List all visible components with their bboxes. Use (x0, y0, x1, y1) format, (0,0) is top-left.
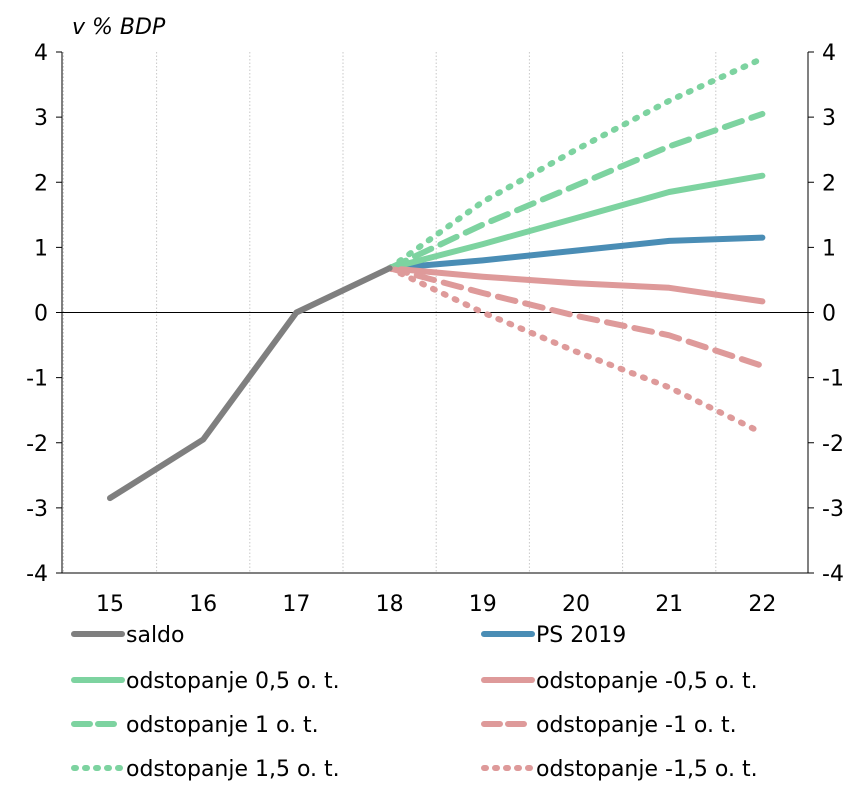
y-tick-label-right-6: -2 (822, 432, 844, 457)
series-line-3 (386, 265, 766, 305)
legend: saldo PS 2019 odstopanje 0,5 o. t. odstopan… (71, 623, 758, 782)
x-tick-label-4: 19 (469, 592, 497, 617)
y-tick-label-right-3: 1 (822, 236, 836, 261)
y-tick-label-left-7: -3 (26, 497, 48, 522)
series-line-7 (386, 265, 766, 436)
series-line-6 (386, 55, 766, 272)
y-tick-label-left-0: 4 (34, 41, 48, 66)
x-tick-label-6: 21 (655, 592, 683, 617)
x-tick-label-3: 18 (376, 592, 404, 617)
x-tick-label-1: 16 (189, 592, 217, 617)
axes (56, 51, 814, 574)
x-tick-label-5: 20 (562, 592, 590, 617)
series-line-1 (386, 234, 766, 272)
series-line-0 (107, 265, 393, 502)
series-line-5 (386, 265, 766, 369)
y-tick-label-left-3: 1 (34, 236, 48, 261)
y-tick-label-right-2: 2 (822, 171, 836, 196)
y-tick-label-right-5: -1 (822, 367, 844, 392)
y-tick-label-right-1: 3 (822, 106, 836, 131)
series-line-2 (386, 172, 766, 272)
y-tick-label-left-8: -4 (26, 562, 48, 587)
x-tick-label-0: 15 (96, 592, 124, 617)
y-tick-label-left-6: -2 (26, 432, 48, 457)
unit-label: v % BDP (72, 15, 166, 40)
y-tick-label-right-7: -3 (822, 497, 844, 522)
series-line-4 (386, 110, 766, 272)
legend-label-2: odstopanje 0,5 o. t. (126, 669, 340, 694)
series-lines (107, 55, 766, 502)
legend-label-6: odstopanje 1,5 o. t. (126, 757, 340, 782)
legend-label-4: odstopanje 1 o. t. (126, 713, 319, 738)
legend-label-5: odstopanje -1 o. t. (536, 713, 737, 738)
y-tick-label-left-1: 3 (34, 106, 48, 131)
x-tick-label-2: 17 (282, 592, 310, 617)
y-tick-label-right-4: 0 (822, 302, 836, 327)
legend-label-0: saldo (126, 623, 184, 648)
legend-label-3: odstopanje -0,5 o. t. (536, 669, 758, 694)
x-tick-label-7: 22 (748, 592, 776, 617)
y-tick-label-right-0: 4 (822, 41, 836, 66)
y-tick-label-right-8: -4 (822, 562, 844, 587)
legend-label-1: PS 2019 (536, 623, 626, 648)
y-tick-label-left-2: 2 (34, 171, 48, 196)
y-tick-label-left-5: -1 (26, 367, 48, 392)
legend-label-7: odstopanje -1,5 o. t. (536, 757, 758, 782)
y-tick-label-left-4: 0 (34, 302, 48, 327)
